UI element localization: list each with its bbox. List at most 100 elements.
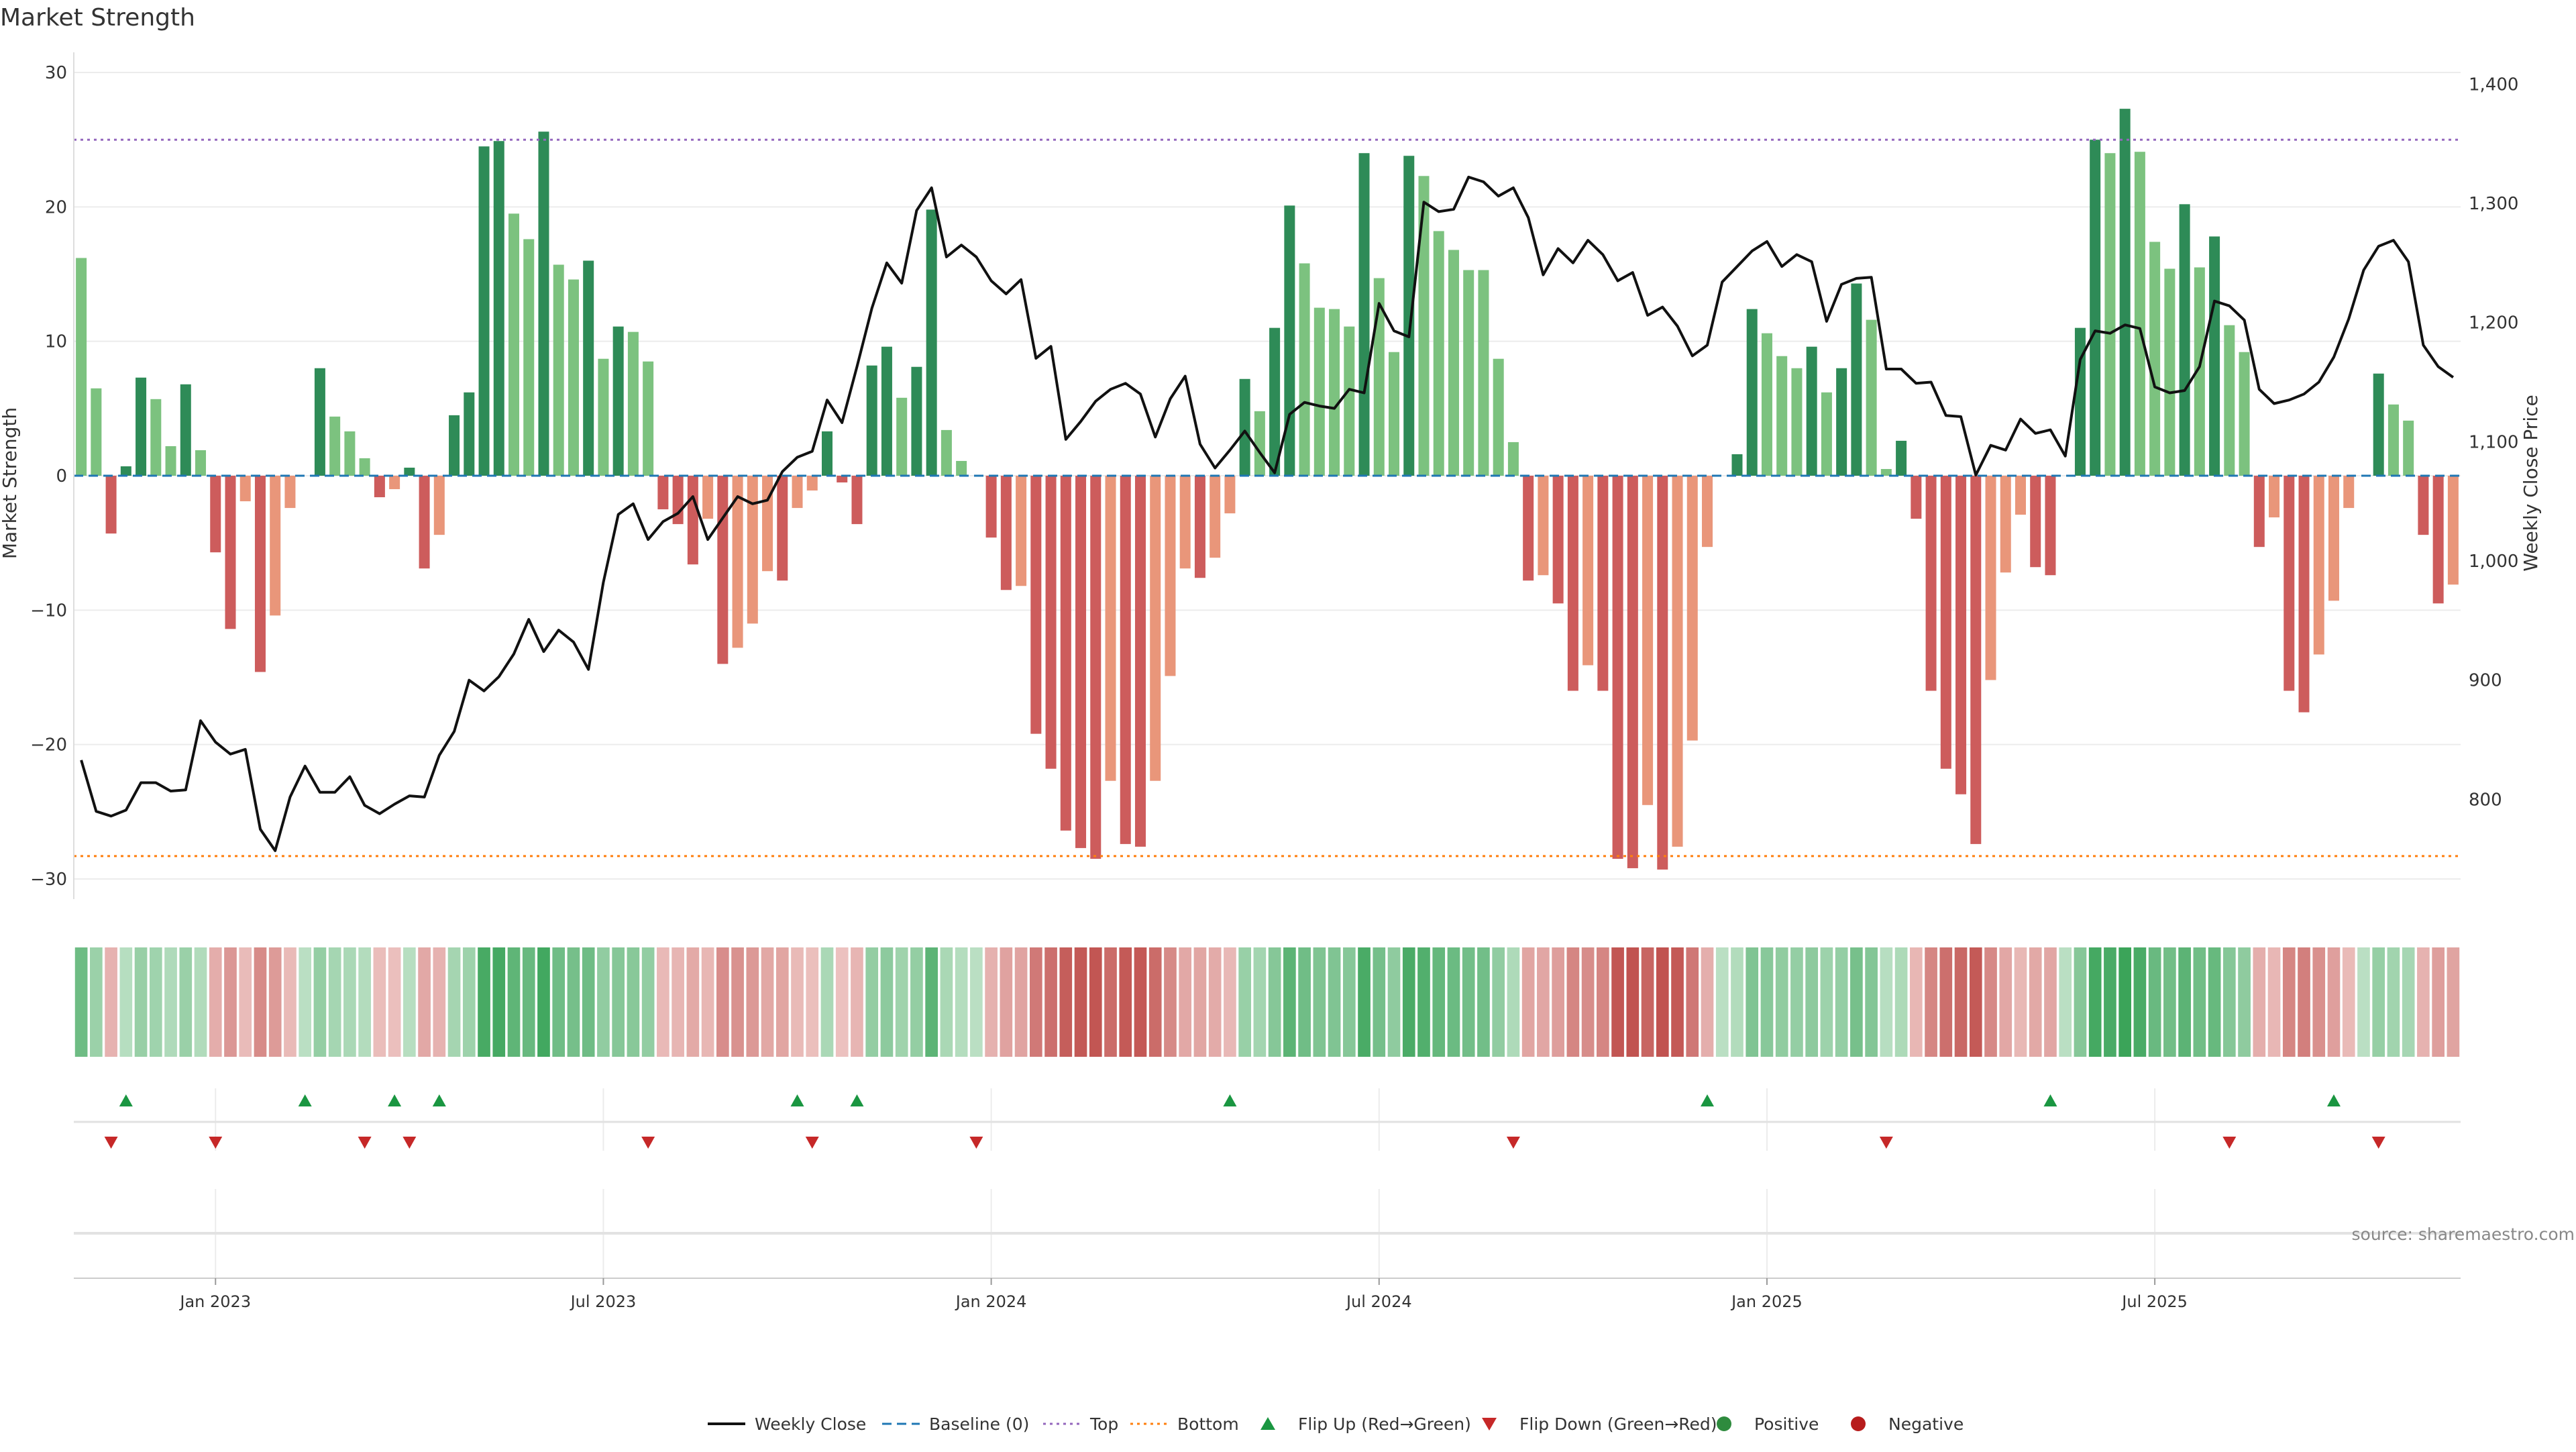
heat-cell <box>343 947 356 1057</box>
heat-cell <box>179 947 193 1057</box>
strength-bar <box>1970 476 1982 844</box>
heat-cell <box>2059 947 2072 1057</box>
heat-cell <box>1089 947 1102 1057</box>
strength-bar <box>1597 476 1609 691</box>
heat-cell <box>2208 947 2221 1057</box>
strength-bar <box>1165 476 1176 676</box>
strength-bar <box>210 476 221 553</box>
strength-bar <box>1463 270 1474 476</box>
strength-bar <box>120 466 131 476</box>
strength-bar <box>687 476 698 565</box>
strength-bar <box>433 476 445 535</box>
heat-cell <box>2312 947 2326 1057</box>
strength-bar <box>1284 205 1295 476</box>
y2-tick-label: 900 <box>2469 671 2502 691</box>
heat-cell <box>478 947 490 1057</box>
heat-cell <box>925 947 938 1057</box>
heat-cell <box>657 947 669 1057</box>
heat-cell <box>955 947 968 1057</box>
strength-bar <box>1016 476 1027 586</box>
heat-cell <box>1671 947 1684 1057</box>
strength-bar <box>180 384 191 476</box>
flip-down-marker <box>805 1137 819 1149</box>
heat-cell <box>2402 947 2415 1057</box>
y-tick-label: 10 <box>45 332 67 352</box>
heat-cell <box>686 947 700 1057</box>
heat-cell <box>1835 947 1848 1057</box>
heat-cell <box>403 947 416 1057</box>
strength-bar <box>792 476 803 509</box>
x-tick-label: Jan 2024 <box>955 1292 1027 1311</box>
heat-cell <box>1656 947 1669 1057</box>
strength-bar <box>2284 476 2295 691</box>
strength-bar <box>1358 153 1370 476</box>
flip-up-marker <box>790 1094 804 1106</box>
weekly-close-line <box>80 175 2455 852</box>
heat-cell <box>1283 947 1296 1057</box>
strength-bar <box>1239 378 1250 476</box>
heat-cell <box>433 947 446 1057</box>
strength-bar <box>1403 156 1415 476</box>
flip-down-marker <box>104 1137 118 1149</box>
flip-down-marker <box>641 1137 655 1149</box>
strength-bar <box>1120 476 1131 844</box>
heat-cell <box>1328 947 1341 1057</box>
strength-bar <box>419 476 430 569</box>
flip-down-marker <box>1879 1137 1893 1149</box>
heat-cell <box>1477 947 1490 1057</box>
heat-cell <box>299 947 312 1057</box>
strength-bar <box>1254 411 1265 476</box>
heat-cell <box>2357 947 2370 1057</box>
strength-bar <box>2447 476 2459 585</box>
x-tick-label: Jan 2025 <box>1730 1292 1803 1311</box>
strength-bar <box>254 476 266 672</box>
heat-cell <box>1358 947 1371 1057</box>
legend-label: Top <box>1089 1414 1118 1434</box>
heat-cell <box>1909 947 1923 1057</box>
heat-cell <box>791 947 804 1057</box>
strength-bar <box>911 366 922 476</box>
strength-bar <box>239 476 251 502</box>
strength-bar <box>1060 476 1071 831</box>
strength-bar <box>2373 373 2384 476</box>
strength-bar <box>344 431 356 476</box>
y-tick-label: −10 <box>30 601 67 621</box>
heat-cell <box>835 947 849 1057</box>
heat-cell <box>1000 947 1013 1057</box>
strength-bar <box>2313 476 2324 655</box>
heat-cell <box>627 947 640 1057</box>
heat-cell <box>1313 947 1326 1057</box>
strength-bar <box>2298 476 2310 713</box>
heat-cell <box>1820 947 1833 1057</box>
heat-cell <box>1208 947 1222 1057</box>
heat-cell <box>612 947 625 1057</box>
strength-bar <box>1045 476 1057 769</box>
strength-bar <box>1627 476 1638 868</box>
heat-cell <box>209 947 222 1057</box>
heat-cell <box>239 947 252 1057</box>
heat-cell <box>1148 947 1162 1057</box>
legend-label: Flip Down (Green→Red) <box>1519 1414 1717 1434</box>
heat-cell <box>1432 947 1446 1057</box>
strength-bar <box>1582 476 1594 666</box>
y2-tick-label: 1,100 <box>2469 432 2518 452</box>
strength-bar <box>478 146 490 476</box>
strength-bar <box>2253 476 2265 548</box>
heat-cell <box>1715 947 1729 1057</box>
heat-cell <box>284 947 297 1057</box>
heat-cell <box>746 947 759 1057</box>
heat-cell <box>2253 947 2266 1057</box>
strength-bar <box>1344 326 1355 476</box>
strength-bar <box>2164 268 2176 476</box>
heat-cell <box>641 947 655 1057</box>
heat-cell <box>1790 947 1803 1057</box>
heat-cell <box>492 947 506 1057</box>
heat-cell <box>134 947 148 1057</box>
heat-cell <box>1537 947 1550 1057</box>
strength-bar <box>2239 352 2250 476</box>
heat-cell <box>775 947 789 1057</box>
heat-cell <box>1880 947 1893 1057</box>
heat-cell <box>2104 947 2116 1057</box>
heat-cell <box>418 947 431 1057</box>
strength-bar <box>2045 476 2056 576</box>
